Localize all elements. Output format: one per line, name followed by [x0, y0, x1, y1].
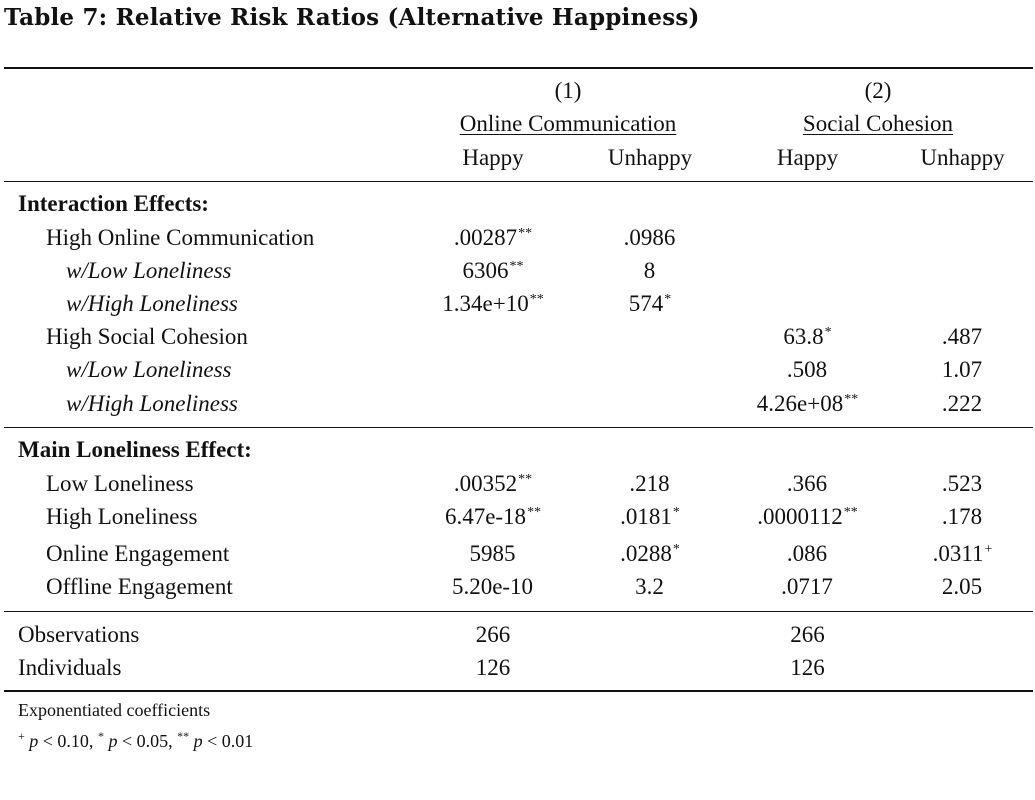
row-label: High Social Cohesion — [46, 324, 248, 349]
stats-label-observations: Observations — [18, 622, 140, 647]
significance-stars: + — [984, 542, 993, 557]
model1-name: Online Communication — [459, 111, 677, 136]
table-cell: 2.05 — [941, 574, 983, 599]
model1-number: (1) — [554, 78, 582, 103]
table-cell — [890, 223, 1035, 253]
header-rule — [4, 181, 1033, 182]
significance-stars: ** — [518, 226, 533, 241]
table-cell: .0000112** — [757, 504, 858, 529]
table-cell — [730, 289, 885, 319]
table-cell: .0288* — [620, 541, 680, 566]
table-cell — [575, 389, 725, 419]
row-label: Low Loneliness — [46, 471, 194, 496]
table-cell — [890, 289, 1035, 319]
note-exponentiated: Exponentiated coefficients — [18, 700, 211, 720]
observations-model2: 266 — [790, 622, 825, 647]
table-cell — [418, 389, 568, 419]
table-cell: .0311+ — [932, 541, 993, 566]
table-cell — [890, 256, 1035, 286]
row-label: Offline Engagement — [46, 574, 233, 599]
star-symbol: * — [97, 729, 104, 743]
double-star-symbol: ** — [177, 729, 190, 743]
table-cell: 63.8* — [783, 324, 832, 349]
significance-stars: * — [824, 325, 832, 340]
table-cell — [575, 355, 725, 385]
table-cell — [418, 355, 568, 385]
significance-stars: ** — [518, 472, 533, 487]
significance-stars: * — [664, 292, 672, 307]
significance-stars: ** — [527, 505, 542, 520]
table-cell: .487 — [941, 324, 983, 349]
table-title: Table 7: Relative Risk Ratios (Alternati… — [4, 4, 700, 31]
observations-model1: 266 — [475, 622, 511, 647]
table-cell: .00352** — [453, 471, 533, 496]
table-cell: .366 — [786, 471, 828, 496]
table-cell — [418, 322, 568, 352]
row-label: High Online Communication — [46, 225, 315, 250]
table-cell: 6.47e-18** — [444, 504, 542, 529]
model2-number: (2) — [864, 78, 892, 103]
table-cell — [575, 322, 725, 352]
table-cell: .218 — [629, 471, 670, 496]
section-heading-interaction: Interaction Effects: — [18, 191, 209, 216]
significance-stars: * — [672, 542, 680, 557]
bottom-rule — [4, 690, 1033, 692]
column-header-happy-1: Happy — [462, 145, 524, 170]
top-rule — [4, 67, 1033, 69]
stats-rule — [4, 611, 1033, 612]
row-label: w/Low Loneliness — [66, 357, 232, 382]
row-label: w/High Loneliness — [66, 391, 238, 416]
table-cell: 6306** — [462, 258, 524, 283]
table-cell: 3.2 — [635, 574, 664, 599]
note-significance: + p < 0.10, * p < 0.05, ** p < 0.01 — [18, 729, 254, 751]
significance-stars: ** — [843, 505, 858, 520]
row-label: w/High Loneliness — [66, 291, 238, 316]
model2-name: Social Cohesion — [802, 111, 954, 136]
table-cell: 4.26e+08** — [756, 391, 859, 416]
table-cell: .0986 — [623, 225, 676, 250]
table-cell: .0181* — [620, 504, 680, 529]
significance-stars: * — [672, 505, 680, 520]
individuals-model1: 126 — [475, 655, 511, 680]
table-cell: .508 — [786, 357, 828, 382]
table-cell: .523 — [941, 471, 983, 496]
stats-label-individuals: Individuals — [18, 655, 122, 680]
significance-stars: ** — [529, 292, 544, 307]
table-cell: .0717 — [781, 574, 833, 599]
table-cell: 1.34e+10** — [442, 291, 544, 316]
column-header-happy-2: Happy — [776, 145, 839, 170]
section-heading-main-loneliness: Main Loneliness Effect: — [18, 437, 252, 462]
table-cell: 1.07 — [941, 357, 983, 382]
table-cell — [730, 256, 885, 286]
column-header-unhappy-1: Unhappy — [607, 145, 693, 170]
section-rule — [4, 427, 1033, 428]
column-header-unhappy-2: Unhappy — [920, 145, 1005, 170]
table-cell: 5.20e-10 — [451, 574, 534, 599]
plus-symbol: + — [18, 729, 25, 743]
row-label: w/Low Loneliness — [66, 258, 232, 283]
table-cell: .00287** — [453, 225, 533, 250]
table-cell — [730, 223, 885, 253]
table-cell: .086 — [786, 541, 828, 566]
individuals-model2: 126 — [790, 655, 825, 680]
significance-stars: ** — [509, 259, 524, 274]
row-label: Online Engagement — [46, 541, 230, 566]
table-cell: 5985 — [469, 541, 516, 566]
table-cell: .178 — [941, 504, 983, 529]
table-cell: 8 — [643, 258, 656, 283]
row-label: High Loneliness — [46, 504, 198, 529]
table-cell: .222 — [941, 391, 983, 416]
significance-stars: ** — [844, 392, 859, 407]
table-cell: 574* — [628, 291, 672, 316]
